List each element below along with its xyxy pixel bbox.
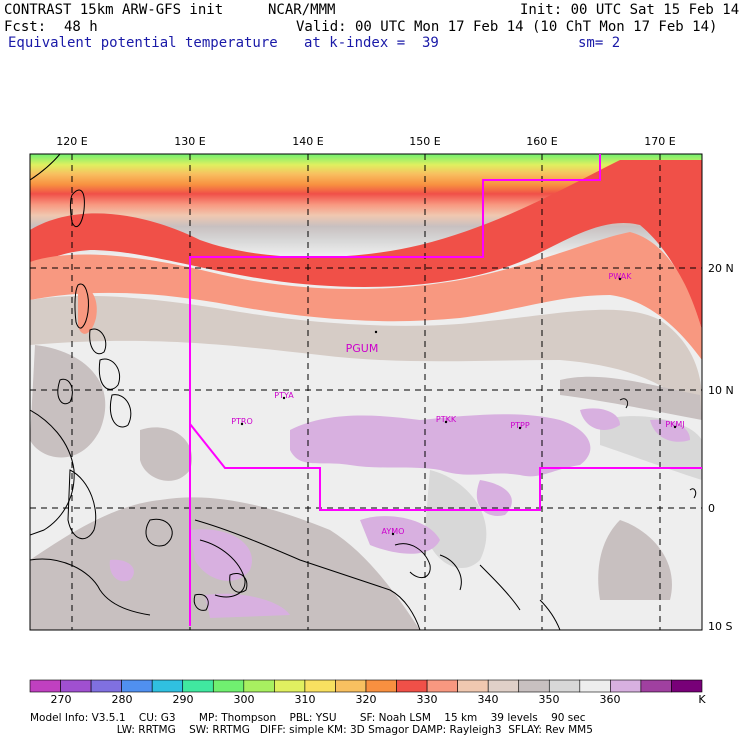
colorbar-swatch [274, 679, 306, 693]
station-dot [240, 422, 244, 426]
station-dot [391, 532, 395, 536]
colorbar-swatch [579, 679, 611, 693]
lon-label: 140 E [292, 135, 323, 148]
colorbar [29, 679, 703, 693]
valid-time: Valid: 00 UTC Mon 17 Feb 14 (10 ChT Mon … [296, 19, 718, 35]
lon-label: 150 E [409, 135, 440, 148]
map-frame [29, 153, 703, 631]
colorbar-tick-label: 270 [50, 693, 72, 706]
colorbar-swatch [518, 679, 550, 693]
colorbar-tick-label: 310 [294, 693, 316, 706]
lat-label: 10 S [708, 620, 732, 633]
lon-label: 130 E [174, 135, 205, 148]
field-shading [30, 154, 702, 630]
lat-label: 20 N [708, 262, 734, 275]
station-label: PGUM [346, 342, 379, 355]
colorbar-swatch [335, 679, 367, 693]
colorbar-swatch [426, 679, 458, 693]
colorbar-swatch [396, 679, 428, 693]
station-dot [673, 425, 677, 429]
station-dot [282, 396, 286, 400]
station-markers: PGUM PWAK PTYA PTRO PTKK PTPP PKMJ AYMO [231, 272, 684, 536]
colorbar-tick-label: 350 [538, 693, 560, 706]
colorbar-swatch [60, 679, 92, 693]
colorbar-swatch [548, 679, 581, 693]
model-info-line1: Model Info: V3.5.1 CU: G3 MP: Thompson P… [30, 712, 586, 724]
colorbar-units: K [698, 693, 706, 706]
lon-label: 120 E [56, 135, 87, 148]
colorbar-swatch [29, 679, 61, 693]
colorbar-tick-label: 290 [172, 693, 194, 706]
model-title: CONTRAST 15km ARW-GFS init [4, 2, 224, 18]
station-label: PWAK [608, 272, 632, 281]
station-label: PTKK [436, 415, 457, 424]
station-label: PKMJ [665, 420, 684, 429]
latitude-labels: 20 N 10 N 0 10 S [708, 262, 734, 633]
colorbar-tick-label: 300 [233, 693, 255, 706]
station-dot [518, 426, 522, 430]
station-label: PTRO [231, 417, 253, 426]
fir-boundary-line-north [189, 154, 601, 424]
colorbar-tick-label: 360 [599, 693, 621, 706]
station-label: PTPP [510, 421, 530, 430]
lat-label: 0 [708, 502, 715, 515]
station-dot [618, 277, 622, 281]
colorbar-tick-label: 340 [477, 693, 499, 706]
lon-label: 170 E [644, 135, 675, 148]
model-info-line2: LW: RRTMG SW: RRTMG DIFF: simple KM: 3D … [30, 724, 593, 736]
colorbar-tick-label: 330 [416, 693, 438, 706]
colorbar-tick-label: 320 [355, 693, 377, 706]
colorbar-swatch [90, 679, 122, 693]
level-info: at k-index = 39 [304, 35, 439, 51]
station-dot [374, 330, 378, 334]
station-label: PTYA [274, 391, 294, 400]
lat-label: 10 N [708, 384, 734, 397]
field-name: Equivalent potential temperature [8, 35, 278, 51]
center-name: NCAR/MMM [268, 2, 336, 18]
colorbar-tick-label: 280 [111, 693, 133, 706]
smoothing-info: sm= 2 [578, 35, 621, 51]
colorbar-swatch [671, 679, 703, 693]
longitude-labels: 120 E 130 E 140 E 150 E 160 E 170 E [56, 135, 675, 148]
fir-boundary-line [189, 421, 702, 626]
station-dot [444, 420, 448, 424]
fcst-label: Fcst: [4, 19, 47, 35]
colorbar-swatch [640, 679, 672, 693]
colorbar-swatch [487, 679, 520, 693]
colorbar-swatch [610, 679, 642, 693]
colorbar-swatch [365, 679, 397, 693]
lon-label: 160 E [526, 135, 557, 148]
colorbar-swatch [304, 679, 336, 693]
colorbar-swatch [121, 679, 153, 693]
colorbar-swatch [212, 679, 245, 693]
colorbar-swatch [182, 679, 214, 693]
colorbar-swatch [151, 679, 184, 693]
init-time: Init: 00 UTC Sat 15 Feb 14 [520, 2, 740, 18]
fcst-value: 48 h [64, 19, 98, 35]
colorbar-swatch [457, 679, 489, 693]
colorbar-swatch [243, 679, 275, 693]
coastlines [30, 154, 697, 630]
station-label: AYMO [382, 527, 405, 536]
